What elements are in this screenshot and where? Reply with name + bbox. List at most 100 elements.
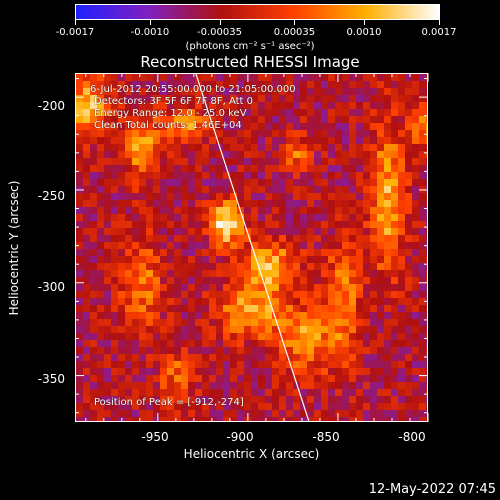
heatmap-cell [90,137,98,145]
heatmap-cell [356,333,364,341]
heatmap-cell [104,235,112,243]
heatmap-cell [356,270,364,278]
heatmap-cell [384,130,392,138]
heatmap-cell [356,291,364,299]
heatmap-cell [363,130,371,138]
heatmap-cell [132,326,140,334]
heatmap-cell [349,312,357,320]
heatmap-cell [419,270,427,278]
heatmap-cell [419,284,427,292]
heatmap-cell [209,291,217,299]
heatmap-cell [111,179,119,187]
heatmap-cell [160,263,168,271]
heatmap-cell [167,207,175,215]
heatmap-cell [286,340,294,348]
heatmap-cell [426,347,427,355]
heatmap-cell [181,165,189,173]
heatmap-cell [265,396,273,404]
heatmap-cell [293,109,301,117]
heatmap-cell [90,165,98,173]
heatmap-cell [370,284,378,292]
heatmap-cell [293,298,301,306]
heatmap-cell [265,417,273,421]
heatmap-cell [97,242,105,250]
heatmap-cell [314,137,322,145]
heatmap-cell [174,242,182,250]
heatmap-cell [139,361,147,369]
heatmap-cell [111,158,119,166]
heatmap-cell [181,200,189,208]
heatmap-cell [125,277,133,285]
heatmap-cell [76,263,84,271]
heatmap-cell [125,361,133,369]
heatmap-cell [300,214,308,222]
heatmap-cell [230,221,238,229]
heatmap-cell [321,214,329,222]
heatmap-cell [237,305,245,313]
heatmap-cell [384,123,392,131]
heatmap-cell [293,95,301,103]
heatmap-cell [209,165,217,173]
heatmap-cell [97,214,105,222]
heatmap-cell [83,102,91,110]
heatmap-cell [363,403,371,411]
heatmap-cell [286,109,294,117]
heatmap-cell [237,165,245,173]
heatmap-cell [174,186,182,194]
heatmap-cell [223,186,231,194]
heatmap-cell [405,235,413,243]
heatmap-cell [272,186,280,194]
heatmap-cell [391,389,399,397]
heatmap-cell [146,200,154,208]
heatmap-cell [370,375,378,383]
heatmap-cell [328,389,336,397]
heatmap-cell [272,368,280,376]
heatmap-cell [300,74,308,82]
heatmap-cell [237,193,245,201]
heatmap-cell [426,179,427,187]
heatmap-cell [335,403,343,411]
heatmap-cell [370,123,378,131]
heatmap-cell [146,347,154,355]
heatmap-cell [342,361,350,369]
heatmap-cell [97,270,105,278]
heatmap-cell [398,270,406,278]
heatmap-cell [174,368,182,376]
heatmap-cell [328,151,336,159]
heatmap-cell [244,130,252,138]
heatmap-cell [370,368,378,376]
heatmap-cell [384,228,392,236]
heatmap-cell [265,130,273,138]
heatmap-cell [314,123,322,131]
heatmap-cell [426,74,427,82]
heatmap-cell [342,277,350,285]
heatmap-cell [426,158,427,166]
heatmap-cell [349,403,357,411]
heatmap-cell [342,242,350,250]
heatmap-cell [405,186,413,194]
heatmap-cell [370,326,378,334]
heatmap-cell [321,130,329,138]
heatmap-cell [377,403,385,411]
heatmap-cell [412,368,420,376]
heatmap-cell [272,263,280,271]
heatmap-cell [377,305,385,313]
heatmap-cell [307,326,315,334]
heatmap-cell [272,235,280,243]
heatmap-cell [314,270,322,278]
heatmap-cell [76,403,84,411]
heatmap-cell [202,235,210,243]
heatmap-cell [125,193,133,201]
heatmap-cell [384,242,392,250]
heatmap-cell [272,207,280,215]
heatmap-cell [384,375,392,383]
heatmap-cell [111,312,119,320]
heatmap-cell [265,172,273,180]
heatmap-cell [181,242,189,250]
heatmap-cell [223,277,231,285]
heatmap-cell [167,417,175,421]
heatmap-cell [279,123,287,131]
heatmap-cell [286,137,294,145]
heatmap-cell [125,172,133,180]
heatmap-cell [209,144,217,152]
